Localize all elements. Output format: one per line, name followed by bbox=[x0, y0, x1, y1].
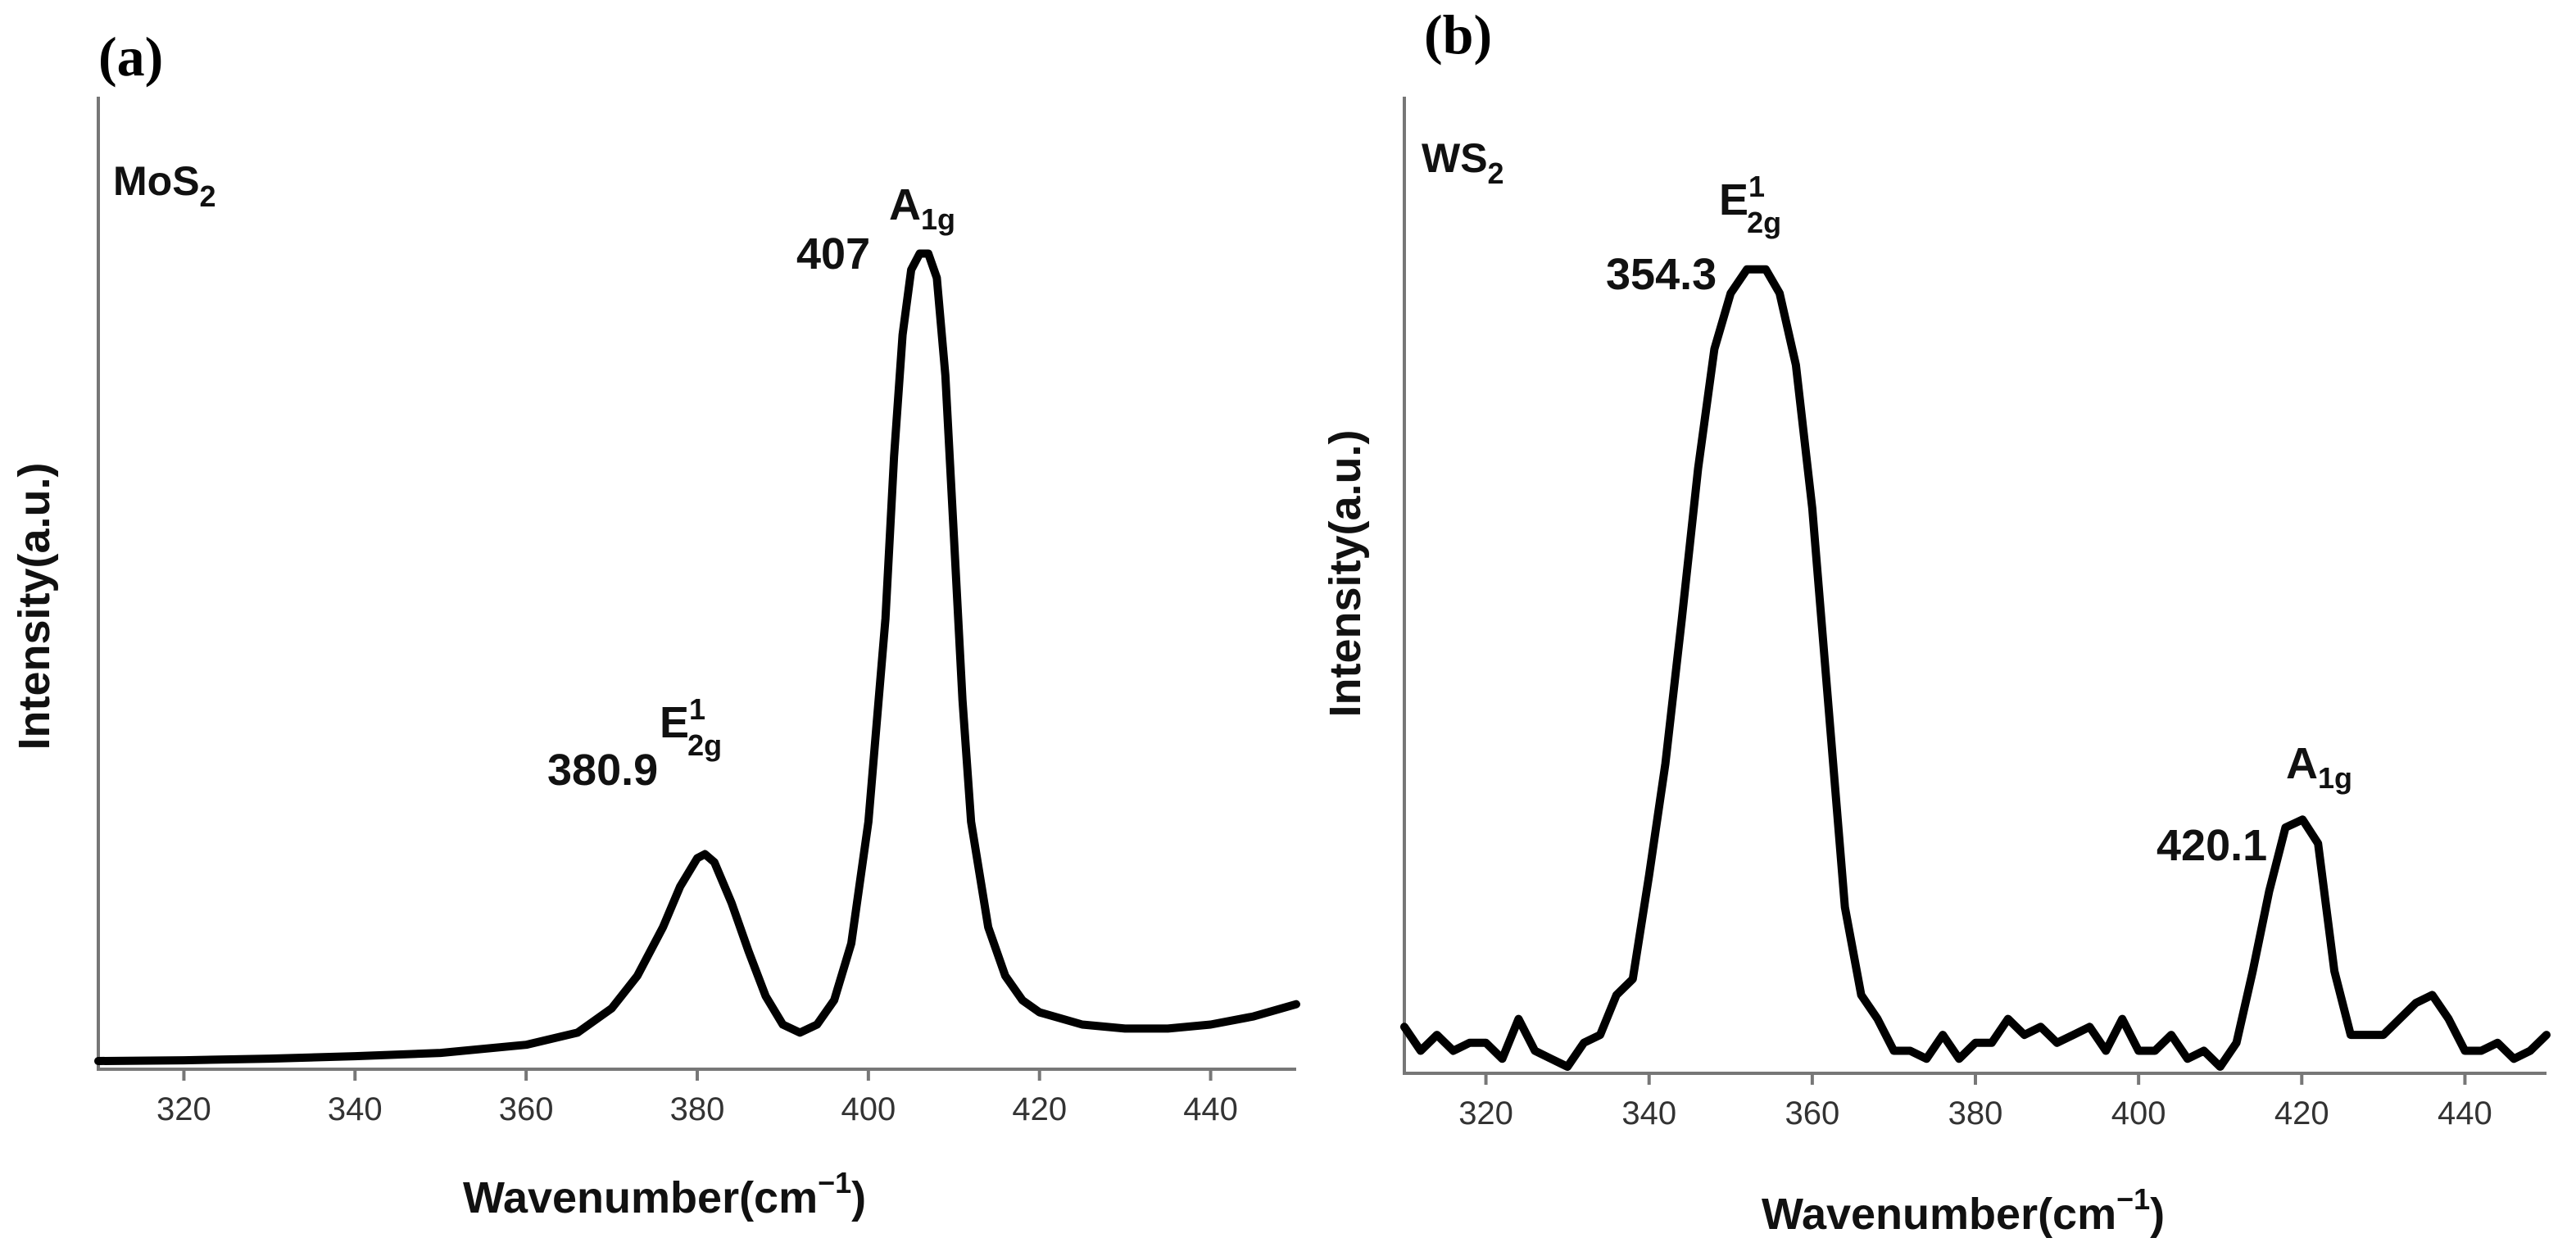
panel-b-axes bbox=[1403, 97, 2547, 1075]
panel-a-peak-mode-e2g: E1 2g bbox=[660, 692, 722, 762]
panel-b-x-tick-label-440: 440 bbox=[2438, 1095, 2492, 1131]
panel-a-sample-label: MoS2 bbox=[113, 158, 216, 213]
panel-b-x-tick-label-400: 400 bbox=[2111, 1095, 2166, 1131]
panel-b-raman-curve bbox=[1400, 265, 2551, 1071]
panel-a-mos2: (a) 320 340 360 380 400 420 440 MoS2 E1 2g 380.… bbox=[10, 25, 1300, 1222]
panel-b-x-tick-label-320: 320 bbox=[1458, 1095, 1513, 1131]
panel-letter-b: (b) bbox=[1424, 3, 1492, 66]
panel-a-axes bbox=[97, 97, 1296, 1071]
panel-a-x-tick-label-340: 340 bbox=[328, 1091, 383, 1127]
panel-b-peak-value-354-3: 354.3 bbox=[1606, 250, 1717, 299]
panel-letter-a: (a) bbox=[98, 25, 163, 88]
panel-b-x-tick-label-380: 380 bbox=[1948, 1095, 2003, 1131]
panel-b-peak-mode-a1g: A1g bbox=[2286, 739, 2352, 795]
panel-a-x-tick-label-440: 440 bbox=[1183, 1091, 1238, 1127]
panel-b-peak-value-420-1: 420.1 bbox=[2156, 821, 2267, 870]
panel-b-y-axis-label: Intensity(a.u.) bbox=[1321, 429, 1370, 717]
panel-a-peak-value-380-9: 380.9 bbox=[547, 746, 658, 795]
panel-b-ws2: (b) 320 340 360 380 400 420 440 WS2 E1 2g 354.3… bbox=[1321, 3, 2551, 1239]
panel-a-x-axis-label: Wavenumber(cm−1) bbox=[463, 1166, 866, 1222]
panel-b-sample-label: WS2 bbox=[1422, 135, 1504, 190]
panel-b-x-ticks: 320 340 360 380 400 420 440 bbox=[1458, 1073, 2492, 1131]
panel-a-x-tick-label-400: 400 bbox=[841, 1091, 896, 1127]
panel-b-x-tick-label-340: 340 bbox=[1621, 1095, 1676, 1131]
panel-b-x-tick-label-420: 420 bbox=[2274, 1095, 2329, 1131]
panel-b-peak-mode-e2g: E1 2g bbox=[1719, 170, 1781, 239]
panel-a-raman-curve bbox=[94, 249, 1300, 1065]
panel-a-x-tick-label-320: 320 bbox=[156, 1091, 211, 1127]
panel-a-y-axis-label: Intensity(a.u.) bbox=[10, 462, 59, 750]
panel-a-x-tick-label-420: 420 bbox=[1012, 1091, 1067, 1127]
panel-b-x-tick-label-360: 360 bbox=[1785, 1095, 1839, 1131]
panel-a-x-tick-label-380: 380 bbox=[670, 1091, 725, 1127]
panel-a-x-tick-label-360: 360 bbox=[499, 1091, 554, 1127]
panel-a-peak-mode-a1g: A1g bbox=[889, 180, 955, 236]
panel-a-peak-value-407: 407 bbox=[796, 229, 870, 279]
panel-b-x-axis-label: Wavenumber(cm−1) bbox=[1762, 1182, 2165, 1239]
panel-a-x-ticks: 320 340 360 380 400 420 440 bbox=[156, 1069, 1238, 1127]
